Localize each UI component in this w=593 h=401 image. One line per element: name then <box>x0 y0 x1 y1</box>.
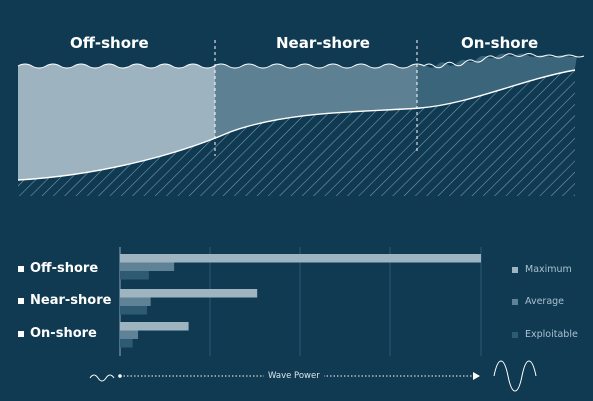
bar-offshore-exploitable <box>120 271 149 280</box>
wave-surface-line <box>17 53 585 69</box>
category-nearshore: Near-shore <box>18 293 111 308</box>
category-label: Off-shore <box>30 261 99 276</box>
bar-nearshore-exploitable <box>120 306 148 315</box>
water-onshore <box>417 53 577 108</box>
coastal-cross-section <box>17 40 585 196</box>
category-onshore: On-shore <box>18 326 97 341</box>
bar-onshore-maximum <box>120 322 189 331</box>
seabed-profile-line <box>17 69 576 181</box>
legend-swatch <box>512 266 518 273</box>
bar-onshore-exploitable <box>120 339 133 348</box>
bar-nearshore-average <box>120 297 151 306</box>
seabed <box>18 70 575 196</box>
bar-offshore-average <box>120 262 175 271</box>
category-label: Near-shore <box>30 293 112 308</box>
legend-item-maximum: Maximum <box>512 264 572 275</box>
legend-swatch <box>512 298 518 305</box>
category-offshore: Off-shore <box>18 261 98 276</box>
legend-label: Maximum <box>525 264 572 275</box>
zone-title-onshore: On-shore <box>461 34 539 52</box>
legend-item-average: Average <box>512 296 564 307</box>
water-offshore <box>18 64 215 180</box>
zone-title-offshore: Off-shore <box>70 34 149 52</box>
bar-nearshore-maximum <box>120 289 258 298</box>
legend-label: Average <box>525 296 565 307</box>
large-wave-icon <box>493 360 537 392</box>
legend-swatch <box>512 331 518 338</box>
bullet-square-icon <box>18 330 24 337</box>
bullet-square-icon <box>18 297 24 304</box>
bar-offshore-maximum <box>120 254 481 263</box>
zone-title-nearshore: Near-shore <box>276 34 370 52</box>
category-label: On-shore <box>30 326 97 341</box>
bullet-square-icon <box>18 265 24 272</box>
legend-label: Exploitable <box>525 329 578 340</box>
axis-arrowhead-icon <box>473 372 480 380</box>
bar-onshore-average <box>120 330 139 339</box>
legend-item-exploitable: Exploitable <box>512 329 578 340</box>
water-nearshore <box>215 64 417 139</box>
small-wave-icon <box>89 374 115 382</box>
axis-origin-dot <box>118 374 122 378</box>
axis-label-wave-power: Wave Power <box>264 371 324 381</box>
